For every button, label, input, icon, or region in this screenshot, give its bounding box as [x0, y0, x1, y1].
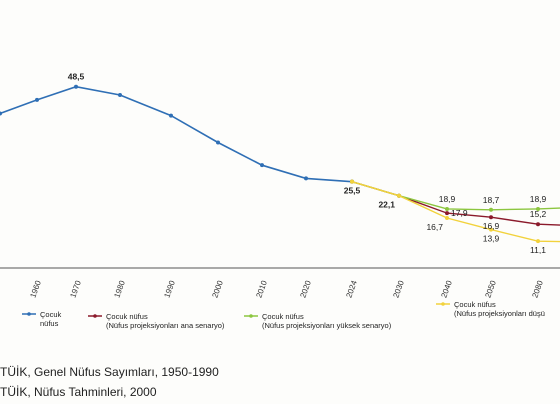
series-line — [351, 181, 560, 243]
x-tick-label: 1970 — [68, 279, 83, 299]
x-tick-label: 2010 — [254, 279, 269, 299]
data-point — [169, 113, 173, 118]
legend-swatch-marker — [249, 314, 253, 318]
x-tick-label: 1960 — [28, 279, 43, 299]
data-label: 16,7 — [426, 222, 443, 232]
data-label: 25,5 — [344, 186, 361, 196]
legend-label: (Nüfus projeksiyonları düşü — [454, 309, 545, 318]
legend-label: Çocuk nüfus — [454, 300, 496, 309]
data-point — [536, 222, 540, 227]
data-label: 17,9 — [451, 208, 468, 218]
data-point — [350, 179, 354, 184]
x-tick-label: 2040 — [439, 279, 454, 299]
data-point — [445, 216, 449, 221]
x-tick-label: 1980 — [112, 279, 127, 299]
data-label: 18,7 — [483, 195, 500, 205]
legend-swatch-marker — [93, 314, 97, 318]
data-point — [35, 97, 39, 102]
data-point — [260, 163, 264, 168]
data-point — [118, 92, 122, 97]
legend-label: nüfus — [40, 319, 59, 328]
legend-label: Çocuk — [40, 310, 62, 319]
data-label: 15,2 — [530, 209, 547, 219]
x-tick-label: 2020 — [298, 279, 313, 299]
data-label: 48,5 — [68, 72, 85, 82]
x-tick-label: 1990 — [162, 279, 177, 299]
data-point — [489, 215, 493, 220]
x-tick-label: 2050 — [483, 279, 498, 299]
data-point — [445, 211, 449, 216]
data-point — [445, 206, 449, 211]
data-point — [536, 206, 540, 211]
data-label: 11,1 — [530, 245, 546, 255]
data-label: 18,9 — [530, 194, 547, 204]
data-point — [536, 239, 540, 244]
series-line — [0, 85, 353, 183]
data-label: 16,9 — [483, 221, 500, 231]
data-point — [489, 207, 493, 212]
legend-swatch-marker — [27, 312, 31, 316]
source-line-2: TÜİK, Nüfus Tahminleri, 2000 — [0, 385, 157, 399]
data-point — [304, 176, 308, 181]
x-tick-label: 2024 — [344, 279, 359, 299]
data-label: 22,1 — [378, 200, 395, 210]
data-point — [489, 227, 493, 232]
data-point — [74, 84, 78, 89]
data-label: 18,9 — [439, 194, 456, 204]
legend-label: Çocuk nüfus — [262, 312, 304, 321]
source-line-1: TÜİK, Genel Nüfus Sayımları, 1950-1990 — [0, 365, 219, 379]
legend-label: Çocuk nüfus — [106, 312, 148, 321]
x-tick-label: 2000 — [210, 279, 225, 299]
legend-label: (Nüfus projeksiyonları ana senaryo) — [106, 321, 225, 330]
sources: TÜİK, Genel Nüfus Sayımları, 1950-1990 T… — [0, 362, 219, 402]
legend-label: (Nüfus projeksiyonları yüksek senaryo) — [262, 321, 392, 330]
x-tick-label: 2030 — [391, 279, 406, 299]
data-point — [216, 140, 220, 145]
data-label: 13,9 — [483, 234, 500, 244]
x-tick-label: 2080 — [530, 279, 545, 299]
data-point — [0, 111, 2, 116]
legend-swatch-marker — [441, 302, 445, 306]
data-point — [397, 193, 401, 198]
